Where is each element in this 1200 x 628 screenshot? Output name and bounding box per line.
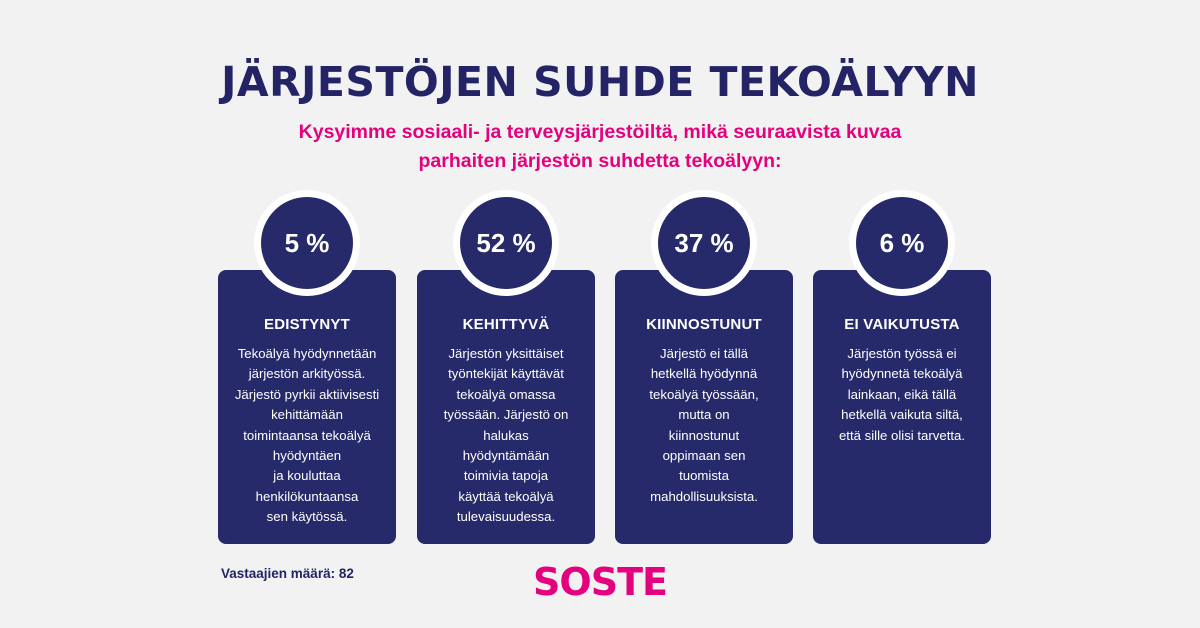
category-title: KEHITTYVÄ	[462, 316, 550, 333]
category-title: EI VAIKUTUSTA	[844, 316, 960, 333]
percent-badge: 52 %	[460, 197, 552, 289]
category-description: Järjestön yksittäiset työntekijät käyttä…	[443, 346, 569, 525]
category-title: KIINNOSTUNUT	[646, 316, 762, 333]
page-subtitle: Kysyimme sosiaali- ja terveysjärjestöilt…	[298, 121, 902, 172]
category-title: EDISTYNYT	[264, 316, 350, 333]
percent-badge: 6 %	[856, 197, 948, 289]
category-card-kehittyva: KEHITTYVÄ Järjestön yksittäiset työnteki…	[417, 270, 595, 544]
category-description: Tekoälyä hyödynnetään järjestön arkityös…	[234, 346, 380, 525]
category-description: Järjestön työssä ei hyödynnetä tekoälyä …	[838, 346, 966, 443]
soste-logo: SOSTE	[533, 560, 668, 604]
percent-badge: 5 %	[261, 197, 353, 289]
category-card-ei-vaikutusta: EI VAIKUTUSTA Järjestön työssä ei hyödyn…	[813, 270, 991, 544]
category-card-edistynyt: EDISTYNYT Tekoälyä hyödynnetään järjestö…	[218, 270, 396, 544]
category-description: Järjestö ei tällä hetkellä hyödynnä teko…	[649, 346, 759, 504]
percent-badge: 37 %	[658, 197, 750, 289]
page-title: JÄRJESTÖJEN SUHDE TEKOÄLYYN	[221, 58, 979, 106]
respondent-count: Vastaajien määrä: 82	[221, 566, 354, 581]
category-card-kiinnostunut: KIINNOSTUNUT Järjestö ei tällä hetkellä …	[615, 270, 793, 544]
